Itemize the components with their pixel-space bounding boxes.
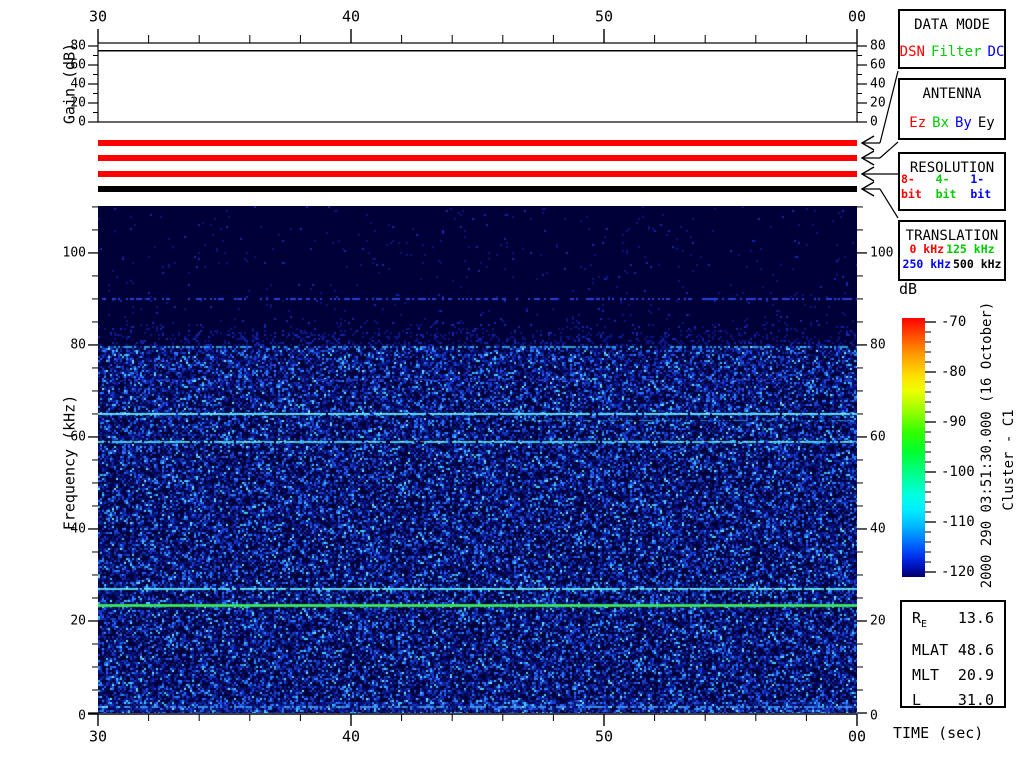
option-ey: Ey <box>977 115 995 131</box>
tick-label: -120 <box>941 564 975 580</box>
info-row-mlat: MLAT 48.6 <box>902 641 1004 659</box>
panel-translation-title: TRANSLATION <box>905 228 999 244</box>
info-label: R <box>912 609 922 627</box>
gain-axis-title: Gain (dB) <box>60 42 79 125</box>
info-value: 13.6 <box>957 609 994 627</box>
arrow-left-icon <box>860 181 875 197</box>
tick-label: 100 <box>870 245 894 261</box>
tick-label: -90 <box>941 414 967 430</box>
colorbar <box>902 318 925 577</box>
arrow-left-icon <box>860 166 875 182</box>
panel-translation-options: 0 kHz 125 kHz 250 kHz 500 kHz <box>900 242 1004 272</box>
tick-label: 20 <box>870 95 886 111</box>
info-value: 31.0 <box>957 691 994 709</box>
tick-label: 40 <box>70 76 86 92</box>
tick-label: 00 <box>847 727 867 746</box>
spacecraft-label: Cluster - C1 <box>1001 409 1017 511</box>
panel-resolution: RESOLUTION 8-bit 4-bit 1-bit <box>898 152 1006 211</box>
tick-label: 50 <box>594 727 614 746</box>
tick-label: 00 <box>847 7 867 26</box>
tick-label: 80 <box>70 38 86 54</box>
tick-label: 60 <box>870 57 886 73</box>
tick-label: 0 <box>78 114 86 130</box>
tick-label: 80 <box>70 337 86 353</box>
arrow-left-icon <box>860 135 875 151</box>
panel-antenna: ANTENNA Ez Bx By Ey <box>898 78 1006 140</box>
time-axis-title: TIME (sec) <box>893 724 984 742</box>
tick-label: 30 <box>88 727 108 746</box>
option-filter: Filter <box>930 44 982 60</box>
tick-label: -110 <box>941 514 975 530</box>
panel-resolution-options: 8-bit 4-bit 1-bit <box>900 172 1004 202</box>
option-4-bit: 4-bit <box>935 172 957 201</box>
tick-label: 80 <box>870 337 886 353</box>
tick-label: 20 <box>870 613 886 629</box>
info-row-mlt: MLT 20.9 <box>902 666 1004 684</box>
tick-label: -70 <box>941 314 967 330</box>
frequency-axis-title: Frequency (kHz) <box>60 394 79 531</box>
tick-label: 0 <box>870 114 878 130</box>
tick-label: 60 <box>870 429 886 445</box>
connector-line <box>879 188 899 219</box>
option-250-khz: 250 kHz <box>902 257 951 271</box>
gain-plot-frame <box>97 42 858 123</box>
panel-antenna-title: ANTENNA <box>922 86 982 102</box>
tick-label: -80 <box>941 364 967 380</box>
info-label-subscript: E <box>921 619 928 630</box>
info-row-l: L 31.0 <box>902 691 1004 709</box>
status-bar-antenna <box>98 155 857 161</box>
panel-data-mode-options: DSN Filter DC <box>899 44 1005 60</box>
status-bar-data-mode <box>98 140 857 146</box>
option-1-bit: 1-bit <box>970 172 992 201</box>
option-0-khz: 0 kHz <box>909 242 945 256</box>
tick-label: 100 <box>62 245 86 261</box>
info-label: L <box>912 691 922 709</box>
info-label: MLAT <box>912 641 949 659</box>
option-bx: Bx <box>932 115 949 131</box>
tick-label: 40 <box>70 521 86 537</box>
tick-label: 20 <box>70 613 86 629</box>
tick-label: 30 <box>88 7 108 26</box>
panel-antenna-options: Ez Bx By Ey <box>900 116 1004 131</box>
status-bar-resolution <box>98 171 857 177</box>
colorbar-title: dB <box>899 280 918 298</box>
option-500-khz: 500 kHz <box>953 257 1002 271</box>
orbit-info-box: RE 13.6 MLAT 48.6 MLT 20.9 L 31.0 <box>900 600 1006 709</box>
tick-label: 0 <box>78 708 86 724</box>
option-8-bit: 8-bit <box>901 172 922 201</box>
status-bar-translation <box>98 186 857 192</box>
info-row-re: RE 13.6 <box>902 609 1004 634</box>
info-value: 20.9 <box>957 666 994 684</box>
option-dsn: DSN <box>899 44 925 60</box>
info-value: 48.6 <box>957 641 994 659</box>
tick-label: 60 <box>70 429 86 445</box>
option-dc: DC <box>987 44 1005 60</box>
panel-data-mode: DATA MODE DSN Filter DC <box>898 9 1006 69</box>
tick-label: 40 <box>870 76 886 92</box>
option-125-khz: 125 kHz <box>946 242 995 256</box>
spectrogram-canvas <box>98 206 857 713</box>
tick-label: 40 <box>870 521 886 537</box>
tick-label: 50 <box>594 7 614 26</box>
panel-translation: TRANSLATION 0 kHz 125 kHz 250 kHz 500 kHz <box>898 220 1006 281</box>
arrow-left-icon <box>860 150 875 166</box>
tick-label: 0 <box>870 708 878 724</box>
panel-data-mode-title: DATA MODE <box>914 17 990 33</box>
datetime-label: 2000 290 03:51:30.000 (16 October) <box>979 301 995 589</box>
option-ez: Ez <box>909 115 927 131</box>
tick-label: 80 <box>870 38 886 54</box>
option-by: By <box>955 115 972 131</box>
info-label: MLT <box>912 666 940 684</box>
panel-resolution-title: RESOLUTION <box>909 160 995 176</box>
tick-label: 20 <box>70 95 86 111</box>
tick-label: 60 <box>70 57 86 73</box>
connector-line <box>879 141 899 159</box>
tick-label: -100 <box>941 464 975 480</box>
tick-label: 40 <box>341 7 361 26</box>
tick-label: 40 <box>341 727 361 746</box>
